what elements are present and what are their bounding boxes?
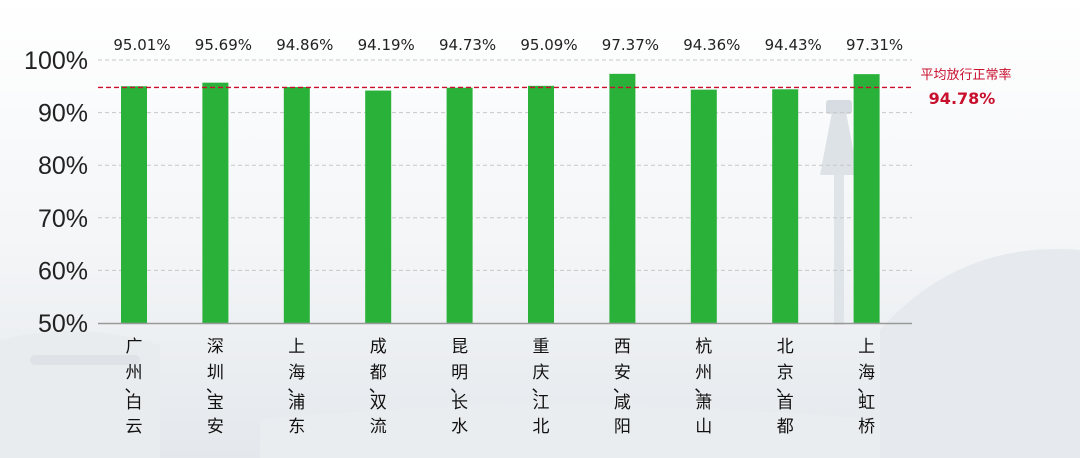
category-char: 东 (288, 417, 305, 437)
category-char: 海 (288, 363, 305, 383)
category-char: 流 (370, 417, 387, 437)
category-char: 、 (450, 377, 467, 397)
y-axis-tick-labels: 50% 60% 70% 80% 90% 100% (24, 47, 88, 338)
category-char: 桥 (858, 417, 875, 437)
data-labels: 95.01% 95.69% 94.86% 94.19% 94.73% 95.09% 97.3… (113, 36, 903, 54)
category-char: 首 (777, 393, 794, 413)
data-label: 97.31% (846, 36, 903, 54)
category-label: 西安、咸阳 (613, 337, 631, 437)
category-char: 昆 (451, 337, 468, 357)
category-char: 圳 (207, 363, 224, 383)
category-char: 州 (695, 363, 712, 383)
category-label: 上海、虹桥 (857, 337, 875, 437)
data-label: 95.69% (195, 36, 252, 54)
category-char: 萧 (695, 393, 712, 413)
grid-lines (98, 59, 912, 271)
category-char: 宝 (207, 393, 224, 413)
category-char: 上 (858, 337, 875, 357)
category-char: 、 (206, 377, 223, 397)
category-char: 虹 (858, 393, 875, 413)
y-tick-label: 80% (38, 152, 88, 180)
category-char: 、 (776, 377, 793, 397)
category-char: 海 (858, 363, 875, 383)
category-char: 安 (207, 417, 224, 437)
category-char: 深 (207, 337, 224, 357)
category-char: 双 (370, 393, 387, 413)
bar (446, 87, 473, 323)
category-char: 重 (533, 337, 550, 357)
category-label: 深圳、宝安 (206, 337, 224, 437)
data-label: 94.19% (358, 36, 415, 54)
average-line-label: 平均放行正常率 (920, 67, 1011, 83)
category-char: 庆 (533, 363, 550, 383)
data-label: 94.43% (765, 36, 822, 54)
category-char: 北 (533, 417, 550, 437)
bar (202, 82, 229, 324)
category-char: 、 (125, 377, 142, 397)
y-tick-label: 50% (38, 310, 88, 338)
category-char: 水 (451, 417, 468, 437)
category-char: 西 (614, 337, 631, 357)
category-char: 、 (694, 377, 711, 397)
y-tick-label: 70% (38, 205, 88, 233)
data-label: 97.37% (602, 36, 659, 54)
category-char: 广 (126, 337, 143, 357)
category-labels: 广州、白云深圳、宝安上海、浦东成都、双流昆明、长水重庆、江北西安、咸阳杭州、萧山… (125, 337, 876, 437)
data-label: 95.01% (113, 36, 170, 54)
bar (365, 90, 392, 323)
category-char: 白 (126, 393, 143, 413)
category-char: 阳 (614, 417, 631, 437)
category-char: 明 (451, 363, 468, 383)
category-label: 重庆、江北 (532, 337, 550, 437)
y-tick-label: 90% (38, 100, 88, 128)
bars (121, 73, 880, 324)
bar (528, 85, 554, 323)
category-char: 杭 (695, 337, 712, 357)
category-char: 江 (533, 393, 550, 413)
category-char: 上 (288, 337, 305, 357)
category-char: 、 (532, 377, 549, 397)
category-char: 都 (777, 417, 794, 437)
bar (283, 87, 310, 323)
category-char: 浦 (288, 393, 305, 413)
y-tick-label: 100% (24, 47, 88, 75)
data-label: 94.73% (439, 36, 496, 54)
category-char: 山 (695, 417, 712, 437)
bar (853, 74, 880, 323)
category-label: 上海、浦东 (287, 337, 305, 437)
category-label: 北京、首都 (776, 337, 794, 437)
category-char: 州 (126, 363, 143, 383)
data-label: 94.86% (276, 36, 333, 54)
category-char: 京 (777, 363, 794, 383)
bar (772, 89, 799, 323)
category-label: 广州、白云 (125, 337, 143, 437)
category-char: 咸 (614, 393, 631, 413)
bar (121, 86, 147, 323)
category-char: 安 (614, 363, 631, 383)
data-label: 95.09% (520, 36, 577, 54)
category-char: 成 (370, 337, 387, 357)
category-char: 、 (287, 377, 304, 397)
category-char: 、 (613, 377, 630, 397)
bar (690, 89, 717, 323)
y-tick-label: 60% (38, 257, 88, 285)
category-char: 、 (857, 377, 874, 397)
category-label: 昆明、长水 (450, 337, 468, 437)
data-label: 94.36% (683, 36, 740, 54)
category-char: 、 (369, 377, 386, 397)
average-line-value: 94.78% (929, 89, 996, 108)
bar (609, 73, 636, 323)
category-label: 成都、双流 (369, 337, 387, 437)
category-char: 都 (370, 363, 387, 383)
category-char: 长 (451, 393, 468, 413)
category-char: 云 (126, 417, 143, 437)
category-label: 杭州、萧山 (694, 337, 712, 437)
category-char: 北 (777, 337, 794, 357)
